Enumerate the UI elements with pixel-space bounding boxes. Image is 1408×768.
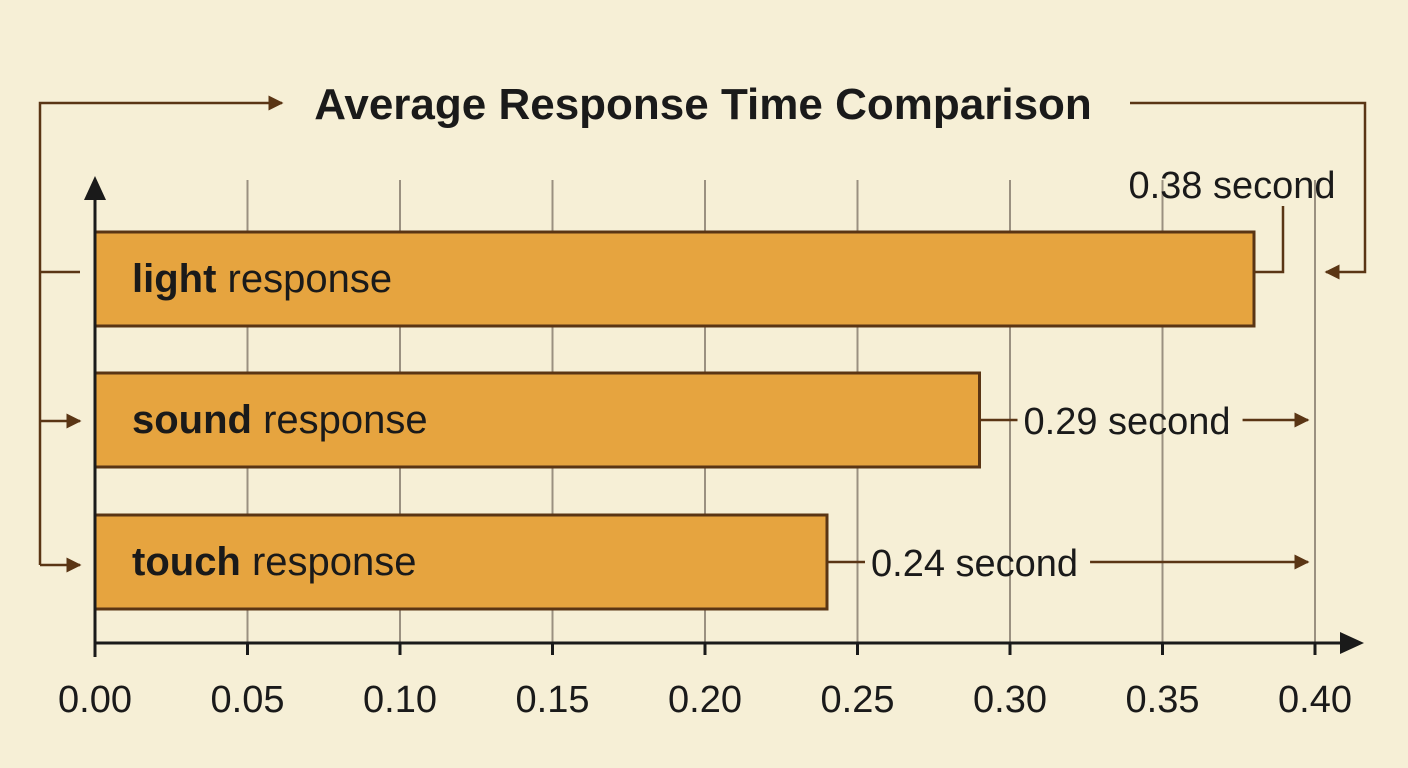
x-tick-label: 0.05 (211, 679, 285, 721)
bars: light response sound response touch respon… (93, 230, 1256, 611)
category-label: touch response (132, 540, 417, 584)
x-tick-label: 0.25 (821, 679, 895, 721)
chart-title: Average Response Time Comparison (314, 80, 1092, 129)
category-label: light response (132, 257, 392, 301)
y-axis-arrow (84, 176, 106, 200)
category-label: sound response (132, 398, 428, 442)
value-label: 0.24 second (871, 543, 1078, 585)
x-tick-label: 0.35 (1126, 679, 1200, 721)
bar (93, 371, 981, 469)
bar (93, 230, 1256, 328)
x-tick-label: 0.20 (668, 679, 742, 721)
value-label: 0.29 second (1024, 401, 1231, 443)
x-tick-labels: 0.00 0.05 0.10 0.15 0.20 0.25 0.30 0.35 0.40 (58, 679, 1352, 721)
axes (84, 176, 1364, 657)
x-tick-label: 0.15 (516, 679, 590, 721)
title-connectors (38, 95, 1367, 573)
value-label: 0.38 second (1128, 165, 1335, 207)
x-tick-label: 0.40 (1278, 679, 1352, 721)
right-bracket-arrow (1130, 101, 1367, 280)
x-axis-arrow (1340, 632, 1364, 654)
value-labels: 0.38 second 0.29 second 0.24 second (827, 165, 1336, 585)
x-tick-label: 0.30 (973, 679, 1047, 721)
x-tick-label: 0.10 (363, 679, 437, 721)
bar (93, 513, 829, 611)
left-bracket-arrow (38, 95, 284, 565)
value-label-connector (1254, 206, 1285, 274)
x-tick-label: 0.00 (58, 679, 132, 721)
